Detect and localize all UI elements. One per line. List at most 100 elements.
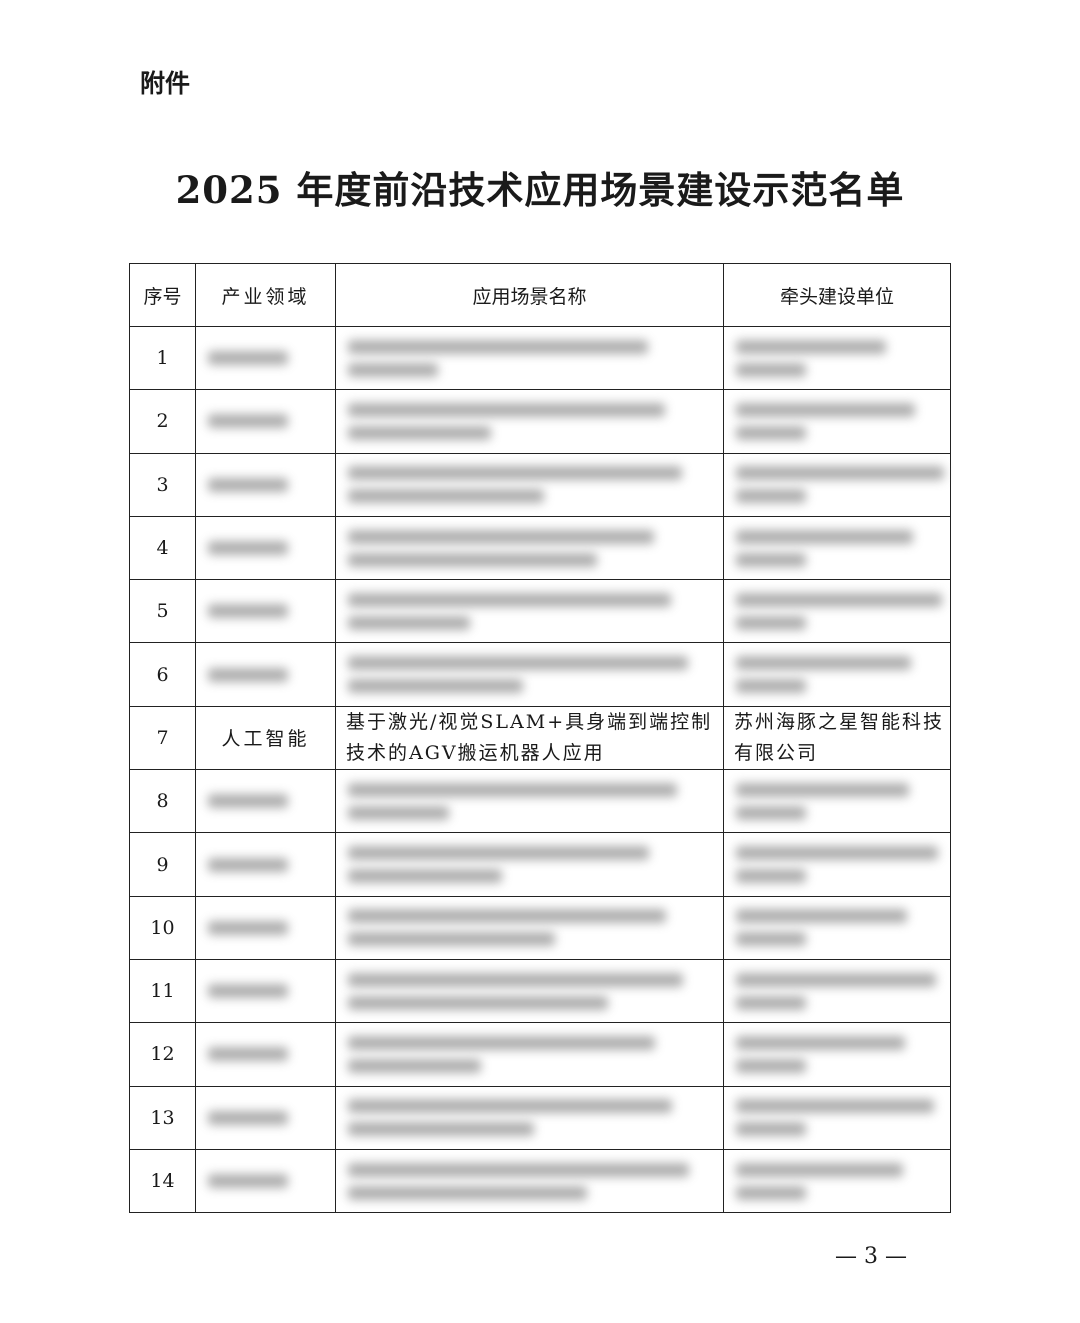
redacted-text	[208, 604, 288, 619]
cell-lead-unit	[723, 1148, 951, 1214]
cell-lead-unit	[723, 958, 951, 1024]
cell-serial: 3	[129, 452, 196, 517]
cell-scene-name	[335, 452, 724, 517]
cell-serial: 10	[129, 895, 196, 960]
cell-scene-name	[335, 515, 724, 581]
redacted-text	[208, 984, 288, 999]
redacted-text	[736, 1122, 806, 1137]
table-row: 11	[129, 958, 951, 1024]
cell-industry	[195, 832, 336, 897]
table-row: 2	[129, 389, 951, 454]
cell-scene-name	[335, 389, 724, 454]
redacted-text	[736, 1162, 903, 1177]
cell-serial: 13	[129, 1085, 196, 1150]
redacted-text	[348, 552, 597, 567]
redacted-text	[348, 1122, 534, 1137]
cell-industry	[195, 642, 336, 707]
header-serial: 序号	[129, 263, 196, 327]
redacted-text	[348, 339, 648, 354]
redacted-text	[348, 1162, 689, 1177]
cell-industry	[195, 515, 336, 581]
cell-serial: 7	[129, 705, 196, 771]
cell-lead-unit	[723, 769, 951, 834]
table-row: 13	[129, 1085, 951, 1150]
table-row: 4	[129, 515, 951, 581]
redacted-text	[736, 805, 806, 820]
redacted-text	[348, 529, 654, 544]
redacted-text	[348, 1058, 481, 1073]
redacted-text	[736, 362, 806, 377]
table-row: 10	[129, 895, 951, 960]
redacted-text	[348, 909, 666, 924]
cell-serial: 8	[129, 769, 196, 834]
cell-industry	[195, 1148, 336, 1214]
cell-industry	[195, 958, 336, 1024]
cell-industry	[195, 452, 336, 517]
redacted-text	[348, 972, 683, 987]
redacted-text	[348, 932, 555, 947]
redacted-text	[348, 362, 438, 377]
redacted-text	[736, 529, 913, 544]
table-row: 1	[129, 325, 951, 391]
redacted-text	[736, 869, 806, 884]
cell-lead-unit	[723, 515, 951, 581]
redacted-text	[736, 615, 806, 630]
redacted-text	[736, 1058, 806, 1073]
cell-industry	[195, 769, 336, 834]
redacted-text	[736, 932, 806, 947]
redacted-text	[348, 1099, 672, 1114]
redacted-text	[736, 552, 806, 567]
redacted-text	[348, 489, 544, 504]
redacted-text	[208, 1110, 288, 1125]
redacted-text	[736, 782, 909, 797]
table-row: 3	[129, 452, 951, 517]
cell-industry	[195, 389, 336, 454]
cell-industry: 人工智能	[195, 705, 336, 771]
cell-industry	[195, 895, 336, 960]
attachment-label: 附件	[140, 69, 191, 98]
cell-scene-name	[335, 325, 724, 391]
cell-lead-unit	[723, 1085, 951, 1150]
cell-scene-name: 基于激光/视觉SLAM+具身端到端控制技术的AGV搬运机器人应用	[335, 705, 724, 771]
header-industry: 产业领域	[195, 263, 336, 327]
document-title: 2025 年度前沿技术应用场景建设示范名单	[175, 168, 905, 212]
redacted-text	[348, 846, 649, 861]
redacted-text	[208, 920, 288, 935]
cell-scene-name	[335, 1022, 724, 1087]
cell-industry	[195, 1085, 336, 1150]
page-number: — 3 —	[835, 1244, 907, 1269]
cell-industry	[195, 325, 336, 391]
redacted-text	[736, 679, 806, 694]
redacted-text	[736, 339, 886, 354]
redacted-text	[736, 1185, 806, 1200]
cell-scene-name	[335, 832, 724, 897]
header-lead-unit: 牵头建设单位	[723, 263, 951, 327]
redacted-text	[348, 466, 682, 481]
cell-scene-name	[335, 1148, 724, 1214]
table-row: 5	[129, 579, 951, 644]
redacted-text	[348, 615, 470, 630]
cell-serial: 14	[129, 1148, 196, 1214]
cell-lead-unit	[723, 452, 951, 517]
cell-serial: 4	[129, 515, 196, 581]
redacted-text	[208, 1174, 288, 1188]
redacted-text	[736, 489, 806, 504]
redacted-text	[208, 794, 288, 809]
table-row: 7 人工智能 基于激光/视觉SLAM+具身端到端控制技术的AGV搬运机器人应用 苏州海…	[129, 705, 951, 771]
redacted-text	[736, 402, 915, 417]
redacted-text	[348, 656, 688, 671]
table-row: 14	[129, 1148, 951, 1214]
header-scene-name: 应用场景名称	[335, 263, 724, 327]
redacted-text	[348, 402, 665, 417]
table-row: 8	[129, 769, 951, 834]
redacted-text	[736, 1035, 905, 1050]
cell-scene-name	[335, 958, 724, 1024]
cell-serial: 11	[129, 958, 196, 1024]
table-row: 12	[129, 1022, 951, 1087]
cell-serial: 6	[129, 642, 196, 707]
redacted-text	[736, 846, 938, 861]
redacted-text	[348, 592, 671, 607]
cell-lead-unit	[723, 832, 951, 897]
redacted-text	[736, 972, 936, 987]
redacted-text	[736, 995, 806, 1010]
